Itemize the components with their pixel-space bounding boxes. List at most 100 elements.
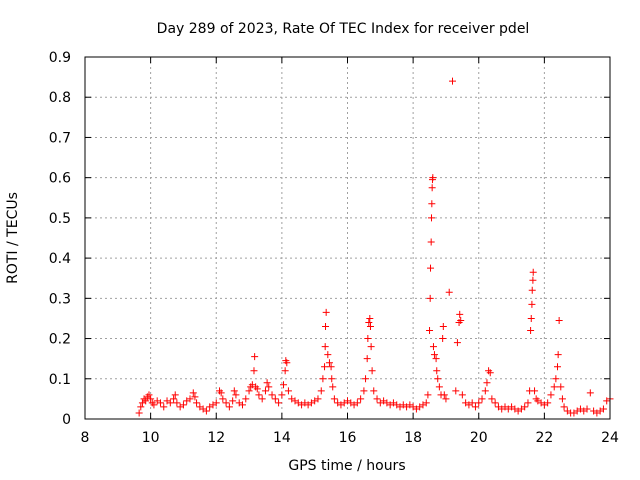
data-point xyxy=(586,389,594,397)
data-point xyxy=(258,395,266,403)
data-points xyxy=(135,77,614,417)
data-point xyxy=(440,391,448,399)
data-point xyxy=(160,403,168,411)
y-axis-label: ROTI / TECUs xyxy=(5,192,21,284)
data-point xyxy=(547,391,555,399)
data-point xyxy=(353,399,361,407)
data-point xyxy=(558,395,566,403)
x-tick-label: 22 xyxy=(535,430,553,446)
x-tick-label: 20 xyxy=(470,430,488,446)
y-tick-label: 0 xyxy=(62,412,71,428)
y-axis-ticks: 0 0.1 0.2 0.3 0.4 0.5 0.6 0.7 0.8 0.9 xyxy=(49,50,610,428)
data-point xyxy=(373,395,381,403)
data-point xyxy=(426,327,434,335)
data-point xyxy=(189,389,197,397)
data-point xyxy=(483,379,491,387)
data-point xyxy=(145,391,153,399)
data-point xyxy=(263,379,271,387)
y-tick-label: 0.8 xyxy=(49,90,71,106)
data-point xyxy=(328,375,336,383)
y-tick-label: 0.5 xyxy=(49,211,71,227)
data-point xyxy=(433,367,441,375)
data-point xyxy=(217,389,225,397)
data-point xyxy=(453,339,461,347)
data-point xyxy=(439,335,447,343)
data-point xyxy=(488,395,496,403)
data-point xyxy=(137,403,145,411)
data-point xyxy=(491,399,499,407)
data-point xyxy=(439,322,447,330)
data-point xyxy=(314,395,322,403)
data-point xyxy=(435,383,443,391)
data-point xyxy=(239,401,246,409)
data-point xyxy=(357,395,365,403)
data-point xyxy=(427,264,435,272)
x-tick-label: 24 xyxy=(601,430,619,446)
data-point xyxy=(475,399,483,407)
data-point xyxy=(366,322,374,330)
data-point xyxy=(368,367,376,375)
x-tick-label: 8 xyxy=(81,430,90,446)
x-tick-label: 12 xyxy=(207,430,225,446)
data-point xyxy=(156,399,164,407)
data-point xyxy=(275,399,283,407)
data-point xyxy=(229,397,237,405)
data-point xyxy=(321,343,329,351)
data-point xyxy=(329,383,337,391)
y-tick-label: 0.3 xyxy=(49,291,71,307)
x-tick-label: 10 xyxy=(142,430,160,446)
chart-title: Day 289 of 2023, Rate Of TEC Index for r… xyxy=(157,21,530,37)
x-axis-label: GPS time / hours xyxy=(288,458,405,474)
data-point xyxy=(147,395,155,403)
data-point xyxy=(193,399,201,407)
y-tick-label: 0.4 xyxy=(49,251,71,267)
data-point xyxy=(360,387,368,395)
data-point xyxy=(524,399,532,407)
data-point xyxy=(219,395,227,403)
x-axis-ticks: 8 10 12 14 16 18 20 22 24 xyxy=(81,57,619,446)
x-tick-label: 16 xyxy=(339,430,357,446)
data-point xyxy=(527,327,535,335)
data-point xyxy=(456,310,464,318)
data-point xyxy=(363,355,371,363)
y-tick-label: 0.1 xyxy=(49,372,71,388)
data-point xyxy=(599,405,607,413)
data-point xyxy=(428,184,436,192)
data-point xyxy=(468,399,476,407)
data-point xyxy=(449,77,456,85)
y-tick-label: 0.7 xyxy=(49,130,71,146)
data-point xyxy=(528,286,536,294)
data-point xyxy=(284,387,292,395)
data-point xyxy=(527,314,535,322)
data-point xyxy=(478,395,486,403)
data-point xyxy=(531,387,539,395)
data-point xyxy=(434,375,442,383)
data-point xyxy=(560,403,568,411)
data-point xyxy=(432,355,440,363)
data-point xyxy=(265,383,273,391)
data-point xyxy=(471,403,479,411)
grid xyxy=(85,57,610,419)
data-point xyxy=(325,359,333,367)
data-point xyxy=(317,387,325,395)
data-point xyxy=(370,387,378,395)
data-point xyxy=(322,322,330,330)
data-point xyxy=(230,387,238,395)
data-point xyxy=(445,288,453,296)
data-point xyxy=(486,369,494,377)
data-point xyxy=(222,399,230,407)
data-point xyxy=(426,294,434,302)
data-point xyxy=(245,387,253,395)
data-point xyxy=(330,395,338,403)
data-point xyxy=(557,383,565,391)
data-point xyxy=(362,375,370,383)
data-point xyxy=(232,391,240,399)
data-point xyxy=(442,395,450,403)
data-point xyxy=(429,174,437,182)
data-point xyxy=(583,405,591,413)
data-point xyxy=(278,391,286,399)
data-point xyxy=(171,391,179,399)
data-point xyxy=(150,401,158,409)
data-point xyxy=(191,393,199,401)
